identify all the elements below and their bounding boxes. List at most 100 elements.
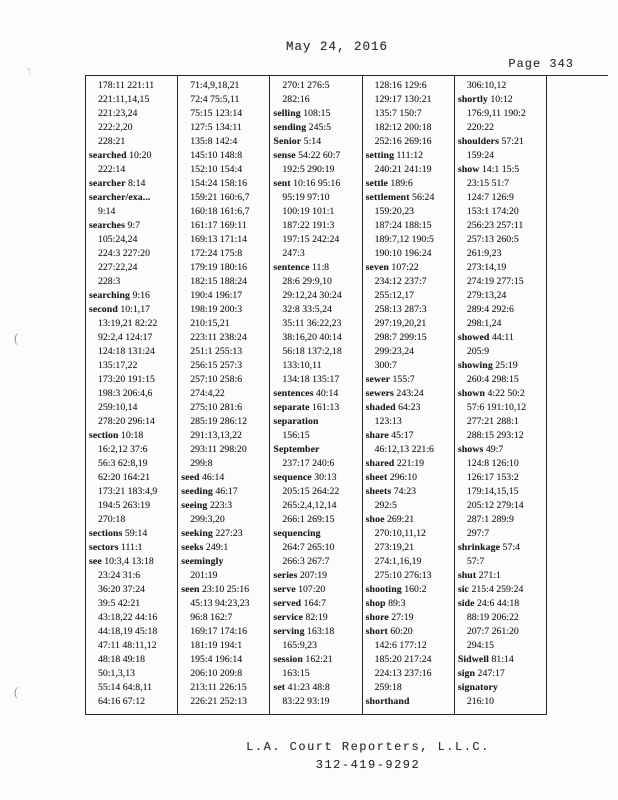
- index-entry: show 14:1 15:5: [457, 164, 520, 175]
- index-entry-continuation: 221:11,14,15: [98, 94, 150, 105]
- index-term: sentence: [273, 262, 310, 273]
- index-entry-continuation: 57:6 191:10,12: [466, 402, 527, 413]
- footer: L.A. Court Reporters, L.L.C. 312-419-929…: [168, 738, 568, 774]
- index-entry-continuation: 237:17 240:6: [282, 458, 335, 469]
- index-entry-continuation: 142:6 177:12: [374, 640, 427, 651]
- index-term: sequence: [273, 472, 312, 483]
- index-entry-continuation: 257:13 260:5: [466, 234, 519, 245]
- index-entry: Sidwell 81:14: [457, 654, 514, 665]
- index-entry-continuation: 228:21: [98, 136, 126, 147]
- index-entry: shared 221:19: [365, 458, 425, 469]
- index-term: seven: [365, 262, 389, 273]
- index-column-2: 71:4,9,18,21 72:4 75:5,11 75:15 123:14 127:…: [178, 76, 271, 714]
- index-term: served: [273, 598, 302, 609]
- index-entry-continuation: 205:9: [466, 346, 490, 357]
- index-entry: sentences 40:14: [273, 388, 339, 399]
- index-entry-continuation: 190:10 196:24: [374, 248, 432, 259]
- index-term: searching: [89, 290, 130, 301]
- index-entry-continuation: 105:24,24: [98, 234, 138, 245]
- index-term: short: [365, 626, 388, 637]
- index-entry-continuation: 88:19 206:22: [466, 612, 519, 623]
- index-term: searcher/exa...: [89, 192, 151, 203]
- index-entry-continuation: 169:17 174:16: [190, 626, 248, 637]
- index-entry-continuation: 64:16 67:12: [98, 696, 146, 707]
- index-entry-continuation: 135:7 150:7: [374, 108, 422, 119]
- page-number: Page 343: [508, 57, 574, 71]
- index-term: seeing: [181, 500, 208, 511]
- index-entry-continuation: 23:24 31:6: [98, 570, 141, 581]
- index-entry-continuation: 261:9,23: [466, 248, 502, 259]
- index-term: separate: [273, 402, 310, 413]
- index-entry-continuation: 273:14,19: [466, 262, 507, 273]
- index-entry-continuation: 257:10 258:6: [190, 374, 243, 385]
- index-entry-continuation: 133:10,11: [282, 360, 322, 371]
- index-entry-continuation: 47:11 48:11,12: [98, 640, 157, 651]
- index-entry-continuation: 298:1,24: [466, 318, 502, 329]
- index-entry-continuation: 277:21 288:1: [466, 416, 519, 427]
- index-entry-continuation: 251:1 255:13: [190, 346, 243, 357]
- index-term: sent: [273, 178, 291, 189]
- index-entry-continuation: 222:2,20: [98, 122, 133, 133]
- index-entry-continuation: 297:19,20,21: [374, 318, 427, 329]
- index-entry-continuation: 187:24 188:15: [374, 220, 432, 231]
- index-entry-continuation: 255:12,17: [374, 290, 415, 301]
- index-entry-continuation: 163:15: [282, 668, 310, 679]
- index-entry-continuation: 224:3 227:20: [98, 248, 150, 259]
- index-entry-continuation: 306:10,12: [466, 80, 507, 91]
- index-entry-continuation: 207:7 261:20: [466, 626, 519, 637]
- index-entry: seed 46:14: [181, 472, 225, 483]
- index-entry: seven 107:22: [365, 262, 419, 273]
- index-entry-continuation: 124:7 126:9: [466, 192, 514, 203]
- index-entry-continuation: 228:3: [98, 276, 121, 287]
- index-entry-continuation: 145:10 148:8: [190, 150, 243, 161]
- index-entry-continuation: 299:3,20: [190, 514, 225, 525]
- index-entry-continuation: 220:22: [466, 122, 495, 133]
- index-entry: sign 247:17: [457, 668, 505, 679]
- index-entry-continuation: 50:1,3,13: [98, 668, 136, 679]
- index-entry-continuation: 39:5 42:21: [98, 598, 141, 609]
- index-entry: shore 27:19: [365, 612, 414, 623]
- index-entry: share 45:17: [365, 430, 414, 441]
- index-term: sections: [89, 528, 123, 539]
- index-entry-continuation: 206:10 209:8: [190, 668, 243, 679]
- index-entry: sent 10:16 95:16: [273, 178, 341, 189]
- index-entry: shop 89:3: [365, 598, 406, 609]
- index-entry-continuation: 216:10: [466, 696, 495, 707]
- index-entry: seeks 249:1: [181, 542, 229, 553]
- index-entry-continuation: 28:6 29:9,10: [282, 276, 332, 287]
- index-entry-continuation: 100:19 101:1: [282, 206, 335, 217]
- index-entry-continuation: 128:16 129:6: [374, 80, 427, 91]
- index-entry: shortly 10:12: [457, 94, 513, 105]
- index-entry-continuation: 278:20 296:14: [98, 416, 155, 427]
- index-entry: shaded 64:23: [365, 402, 421, 413]
- index-entry-continuation: 92:2,4 124:17: [98, 332, 153, 343]
- index-entry-continuation: 83:22 93:19: [282, 696, 330, 707]
- index-entry: sense 54:22 60:7: [273, 150, 341, 161]
- index-term: September: [273, 444, 320, 455]
- index-entry-continuation: 16:2,12 37:6: [98, 444, 148, 455]
- index-entry: shooting 160:2: [365, 584, 427, 595]
- index-entry-continuation: 75:15 123:14: [190, 108, 243, 119]
- index-entry-continuation: 294:15: [466, 640, 495, 651]
- index-entry: series 207:19: [273, 570, 328, 581]
- index-entry-continuation: 38:16,20 40:14: [282, 332, 342, 343]
- index-entry: section 10:18: [89, 430, 144, 441]
- index-entry-continuation: 264:7 265:10: [282, 542, 335, 553]
- index-entry: setting 111:12: [365, 150, 424, 161]
- index-term: sending: [273, 122, 307, 133]
- index-entry-continuation: 13:19,21 82:22: [98, 318, 158, 329]
- index-entry-continuation: 43:18,22 44:16: [98, 612, 158, 623]
- index-entry-continuation: 259:18: [374, 682, 402, 693]
- index-entry-continuation: 124:18 131:24: [98, 346, 155, 357]
- index-entry-continuation: 270:1 276:5: [282, 80, 330, 91]
- index-entry: sending 245:5: [273, 122, 331, 133]
- index-entry: seeding 46:17: [181, 486, 238, 497]
- index-entry-continuation: 197:15 242:24: [282, 234, 340, 245]
- index-term: section: [89, 430, 119, 441]
- index-entry-continuation: 279:13,24: [466, 290, 507, 301]
- index-entry-continuation: 135:17,22: [98, 360, 138, 371]
- index-entry-continuation: 189:7,12 190:5: [374, 234, 434, 245]
- index-entry-continuation: 252:16 269:16: [374, 136, 432, 147]
- index-term: sheets: [365, 486, 392, 497]
- index-entry-continuation: 154:24 158:16: [190, 178, 248, 189]
